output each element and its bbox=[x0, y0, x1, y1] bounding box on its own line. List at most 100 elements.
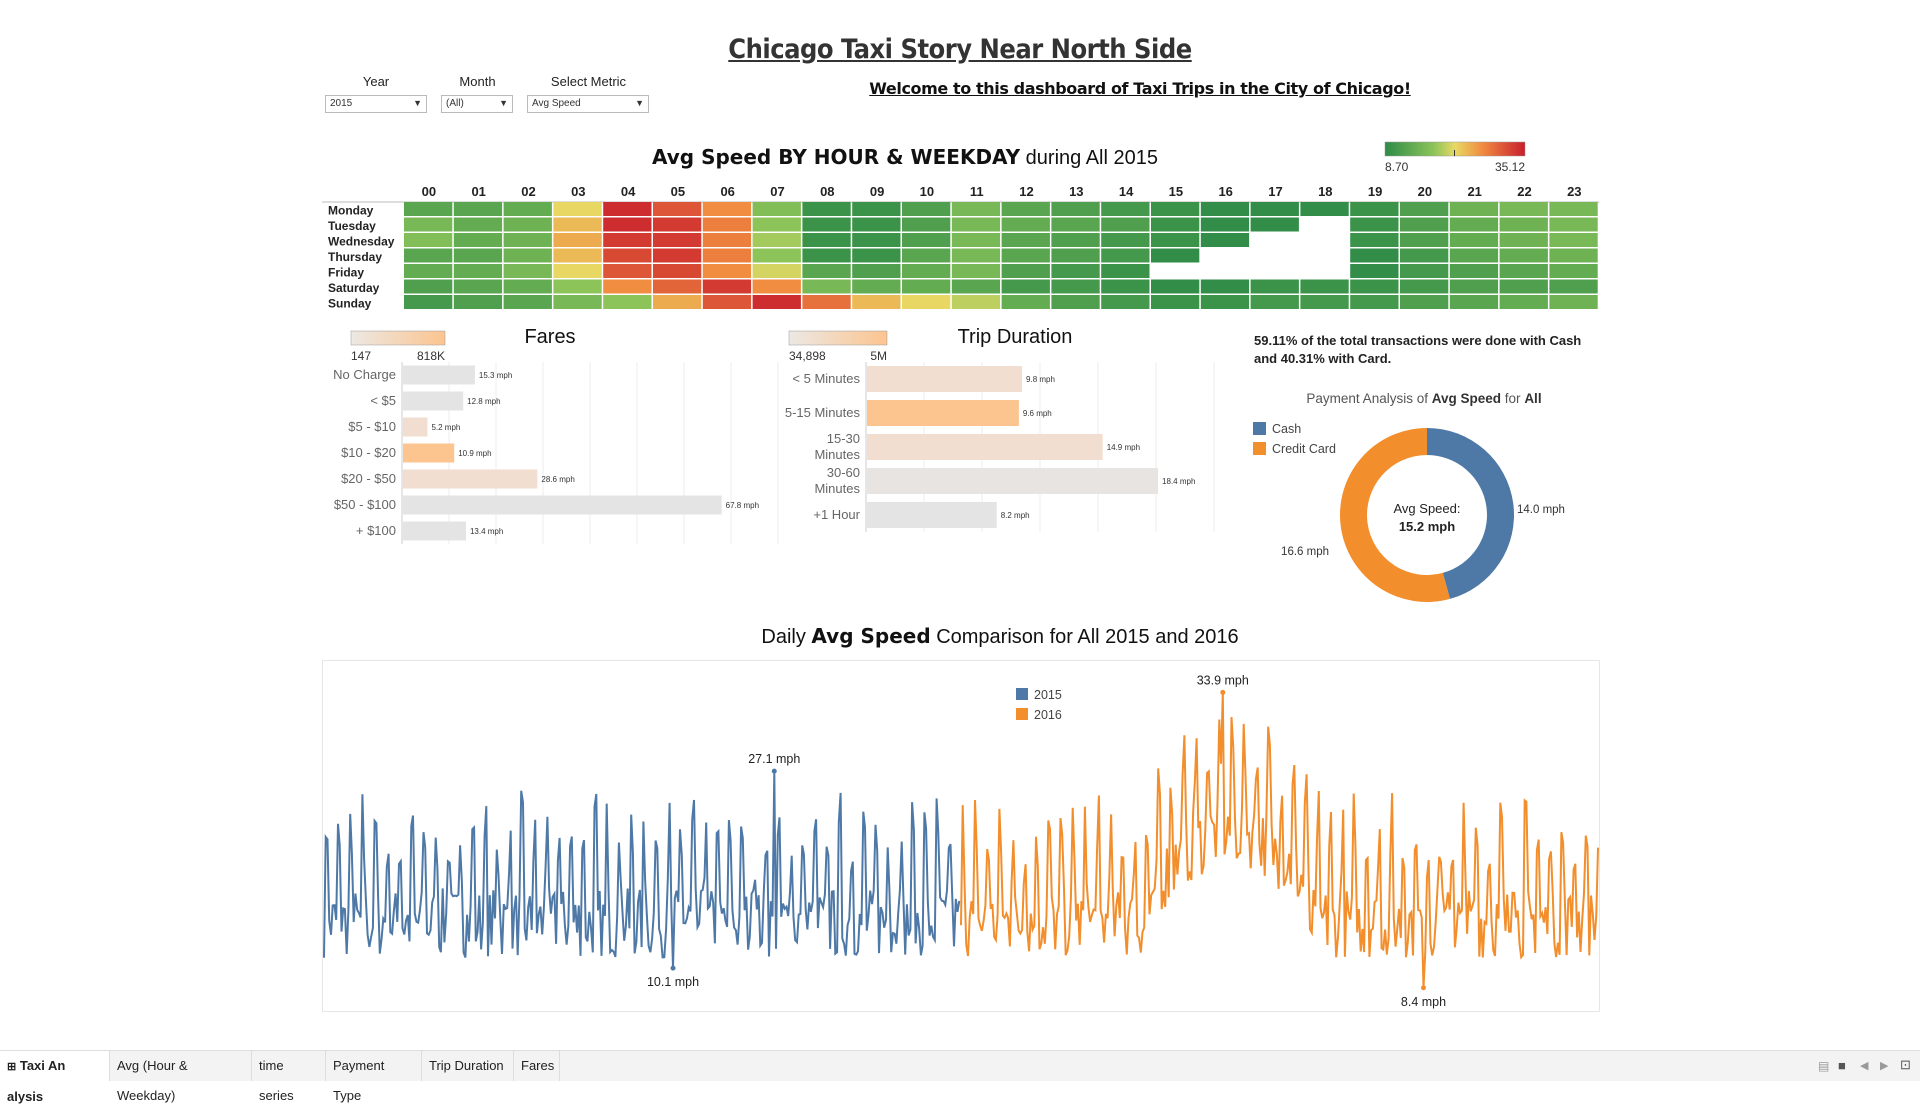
heatmap-cell[interactable] bbox=[1151, 233, 1200, 247]
series-line-2016[interactable] bbox=[960, 692, 1599, 988]
donut-slice[interactable] bbox=[1427, 428, 1514, 599]
heatmap-cell[interactable] bbox=[404, 233, 453, 247]
bar[interactable] bbox=[403, 417, 428, 437]
heatmap-cell[interactable] bbox=[603, 279, 652, 294]
heatmap-cell[interactable] bbox=[702, 202, 752, 216]
heatmap-cell[interactable] bbox=[1499, 217, 1548, 232]
heatmap-cell[interactable] bbox=[752, 202, 801, 216]
heatmap-cell[interactable] bbox=[702, 217, 752, 232]
heatmap-cell[interactable] bbox=[752, 279, 801, 294]
heatmap-cell[interactable] bbox=[1151, 295, 1200, 309]
heatmap-cell[interactable] bbox=[1449, 248, 1499, 263]
bar[interactable] bbox=[403, 469, 538, 489]
heatmap-cell[interactable] bbox=[852, 202, 901, 216]
donut-slice[interactable] bbox=[1340, 428, 1450, 602]
heatmap-cell[interactable] bbox=[1151, 248, 1200, 263]
heatmap-cell[interactable] bbox=[453, 264, 503, 278]
max-point[interactable] bbox=[771, 768, 777, 774]
heatmap-cell[interactable] bbox=[603, 295, 652, 309]
heatmap-cell[interactable] bbox=[1400, 295, 1449, 309]
heatmap-cell[interactable] bbox=[1449, 264, 1499, 278]
heatmap-cell[interactable] bbox=[852, 295, 901, 309]
heatmap-cell[interactable] bbox=[1101, 295, 1150, 309]
heatmap-cell[interactable] bbox=[653, 202, 702, 216]
heatmap-cell[interactable] bbox=[902, 279, 951, 294]
heatmap-cell[interactable] bbox=[1350, 233, 1399, 247]
heatmap-cell[interactable] bbox=[1549, 248, 1598, 263]
heatmap-cell[interactable] bbox=[603, 248, 652, 263]
heatmap-cell[interactable] bbox=[1001, 295, 1050, 309]
heatmap-cell[interactable] bbox=[603, 264, 652, 278]
heatmap-cell[interactable] bbox=[852, 264, 901, 278]
heatmap-cell[interactable] bbox=[802, 264, 851, 278]
heatmap-cell[interactable] bbox=[1350, 264, 1399, 278]
heatmap-cell[interactable] bbox=[1499, 233, 1548, 247]
heatmap-cell[interactable] bbox=[1400, 233, 1449, 247]
heatmap-cell[interactable] bbox=[553, 248, 602, 263]
max-point[interactable] bbox=[1220, 689, 1226, 695]
heatmap-cell[interactable] bbox=[702, 279, 752, 294]
square-view-icon[interactable]: ■ bbox=[1838, 1058, 1846, 1073]
next-sheet-icon[interactable]: ▶ bbox=[1880, 1060, 1889, 1072]
heatmap-cell[interactable] bbox=[1300, 295, 1349, 309]
heatmap-cell[interactable] bbox=[951, 279, 1001, 294]
heatmap-cell[interactable] bbox=[404, 295, 453, 309]
heatmap-cell[interactable] bbox=[1200, 295, 1250, 309]
heatmap-cell[interactable] bbox=[453, 217, 503, 232]
heatmap-cell[interactable] bbox=[453, 295, 503, 309]
heatmap-cell[interactable] bbox=[553, 233, 602, 247]
heatmap-cell[interactable] bbox=[553, 279, 602, 294]
heatmap-cell[interactable] bbox=[902, 248, 951, 263]
heatmap-cell[interactable] bbox=[1001, 248, 1050, 263]
heatmap-cell[interactable] bbox=[1101, 202, 1150, 216]
heatmap-cell[interactable] bbox=[404, 217, 453, 232]
heatmap-cell[interactable] bbox=[902, 217, 951, 232]
heatmap-cell[interactable] bbox=[852, 279, 901, 294]
heatmap-cell[interactable] bbox=[1200, 279, 1250, 294]
heatmap-cell[interactable] bbox=[1549, 202, 1598, 216]
heatmap-cell[interactable] bbox=[951, 295, 1001, 309]
heatmap-cell[interactable] bbox=[951, 217, 1001, 232]
heatmap-cell[interactable] bbox=[1400, 264, 1449, 278]
heatmap-cell[interactable] bbox=[951, 248, 1001, 263]
heatmap-cell[interactable] bbox=[902, 264, 951, 278]
heatmap-cell[interactable] bbox=[802, 248, 851, 263]
heatmap-cell[interactable] bbox=[1449, 279, 1499, 294]
heatmap-cell[interactable] bbox=[1101, 233, 1150, 247]
heatmap-cell[interactable] bbox=[653, 264, 702, 278]
heatmap-cell[interactable] bbox=[802, 202, 851, 216]
heatmap-cell[interactable] bbox=[1549, 279, 1598, 294]
heatmap-cell[interactable] bbox=[752, 217, 801, 232]
bar[interactable] bbox=[403, 365, 475, 385]
heatmap-cell[interactable] bbox=[702, 295, 752, 309]
prev-sheet-icon[interactable]: ◀ bbox=[1860, 1060, 1869, 1072]
heatmap-cell[interactable] bbox=[951, 264, 1001, 278]
heatmap-cell[interactable] bbox=[1001, 217, 1050, 232]
heatmap-cell[interactable] bbox=[453, 202, 503, 216]
month-dropdown[interactable]: (All) ▼ bbox=[441, 95, 513, 113]
heatmap-cell[interactable] bbox=[603, 202, 652, 216]
bar[interactable] bbox=[867, 400, 1019, 426]
heatmap-cell[interactable] bbox=[1400, 202, 1449, 216]
bar[interactable] bbox=[867, 434, 1103, 460]
heatmap-cell[interactable] bbox=[453, 279, 503, 294]
heatmap-cell[interactable] bbox=[1499, 248, 1548, 263]
heatmap-cell[interactable] bbox=[404, 264, 453, 278]
heatmap-cell[interactable] bbox=[404, 248, 453, 263]
list-view-icon[interactable]: ▤ bbox=[1818, 1059, 1830, 1073]
min-point[interactable] bbox=[1420, 985, 1426, 991]
bar[interactable] bbox=[403, 521, 466, 541]
heatmap-cell[interactable] bbox=[902, 295, 951, 309]
series-line-2015[interactable] bbox=[323, 771, 961, 969]
heatmap-cell[interactable] bbox=[1151, 202, 1200, 216]
heatmap-cell[interactable] bbox=[702, 264, 752, 278]
heatmap-cell[interactable] bbox=[702, 248, 752, 263]
heatmap-cell[interactable] bbox=[852, 233, 901, 247]
heatmap-cell[interactable] bbox=[1151, 217, 1200, 232]
heatmap-cell[interactable] bbox=[1200, 217, 1250, 232]
heatmap-cell[interactable] bbox=[1051, 264, 1100, 278]
heatmap-cell[interactable] bbox=[951, 233, 1001, 247]
heatmap-cell[interactable] bbox=[1449, 233, 1499, 247]
heatmap-cell[interactable] bbox=[1200, 233, 1250, 247]
heatmap-cell[interactable] bbox=[553, 295, 602, 309]
